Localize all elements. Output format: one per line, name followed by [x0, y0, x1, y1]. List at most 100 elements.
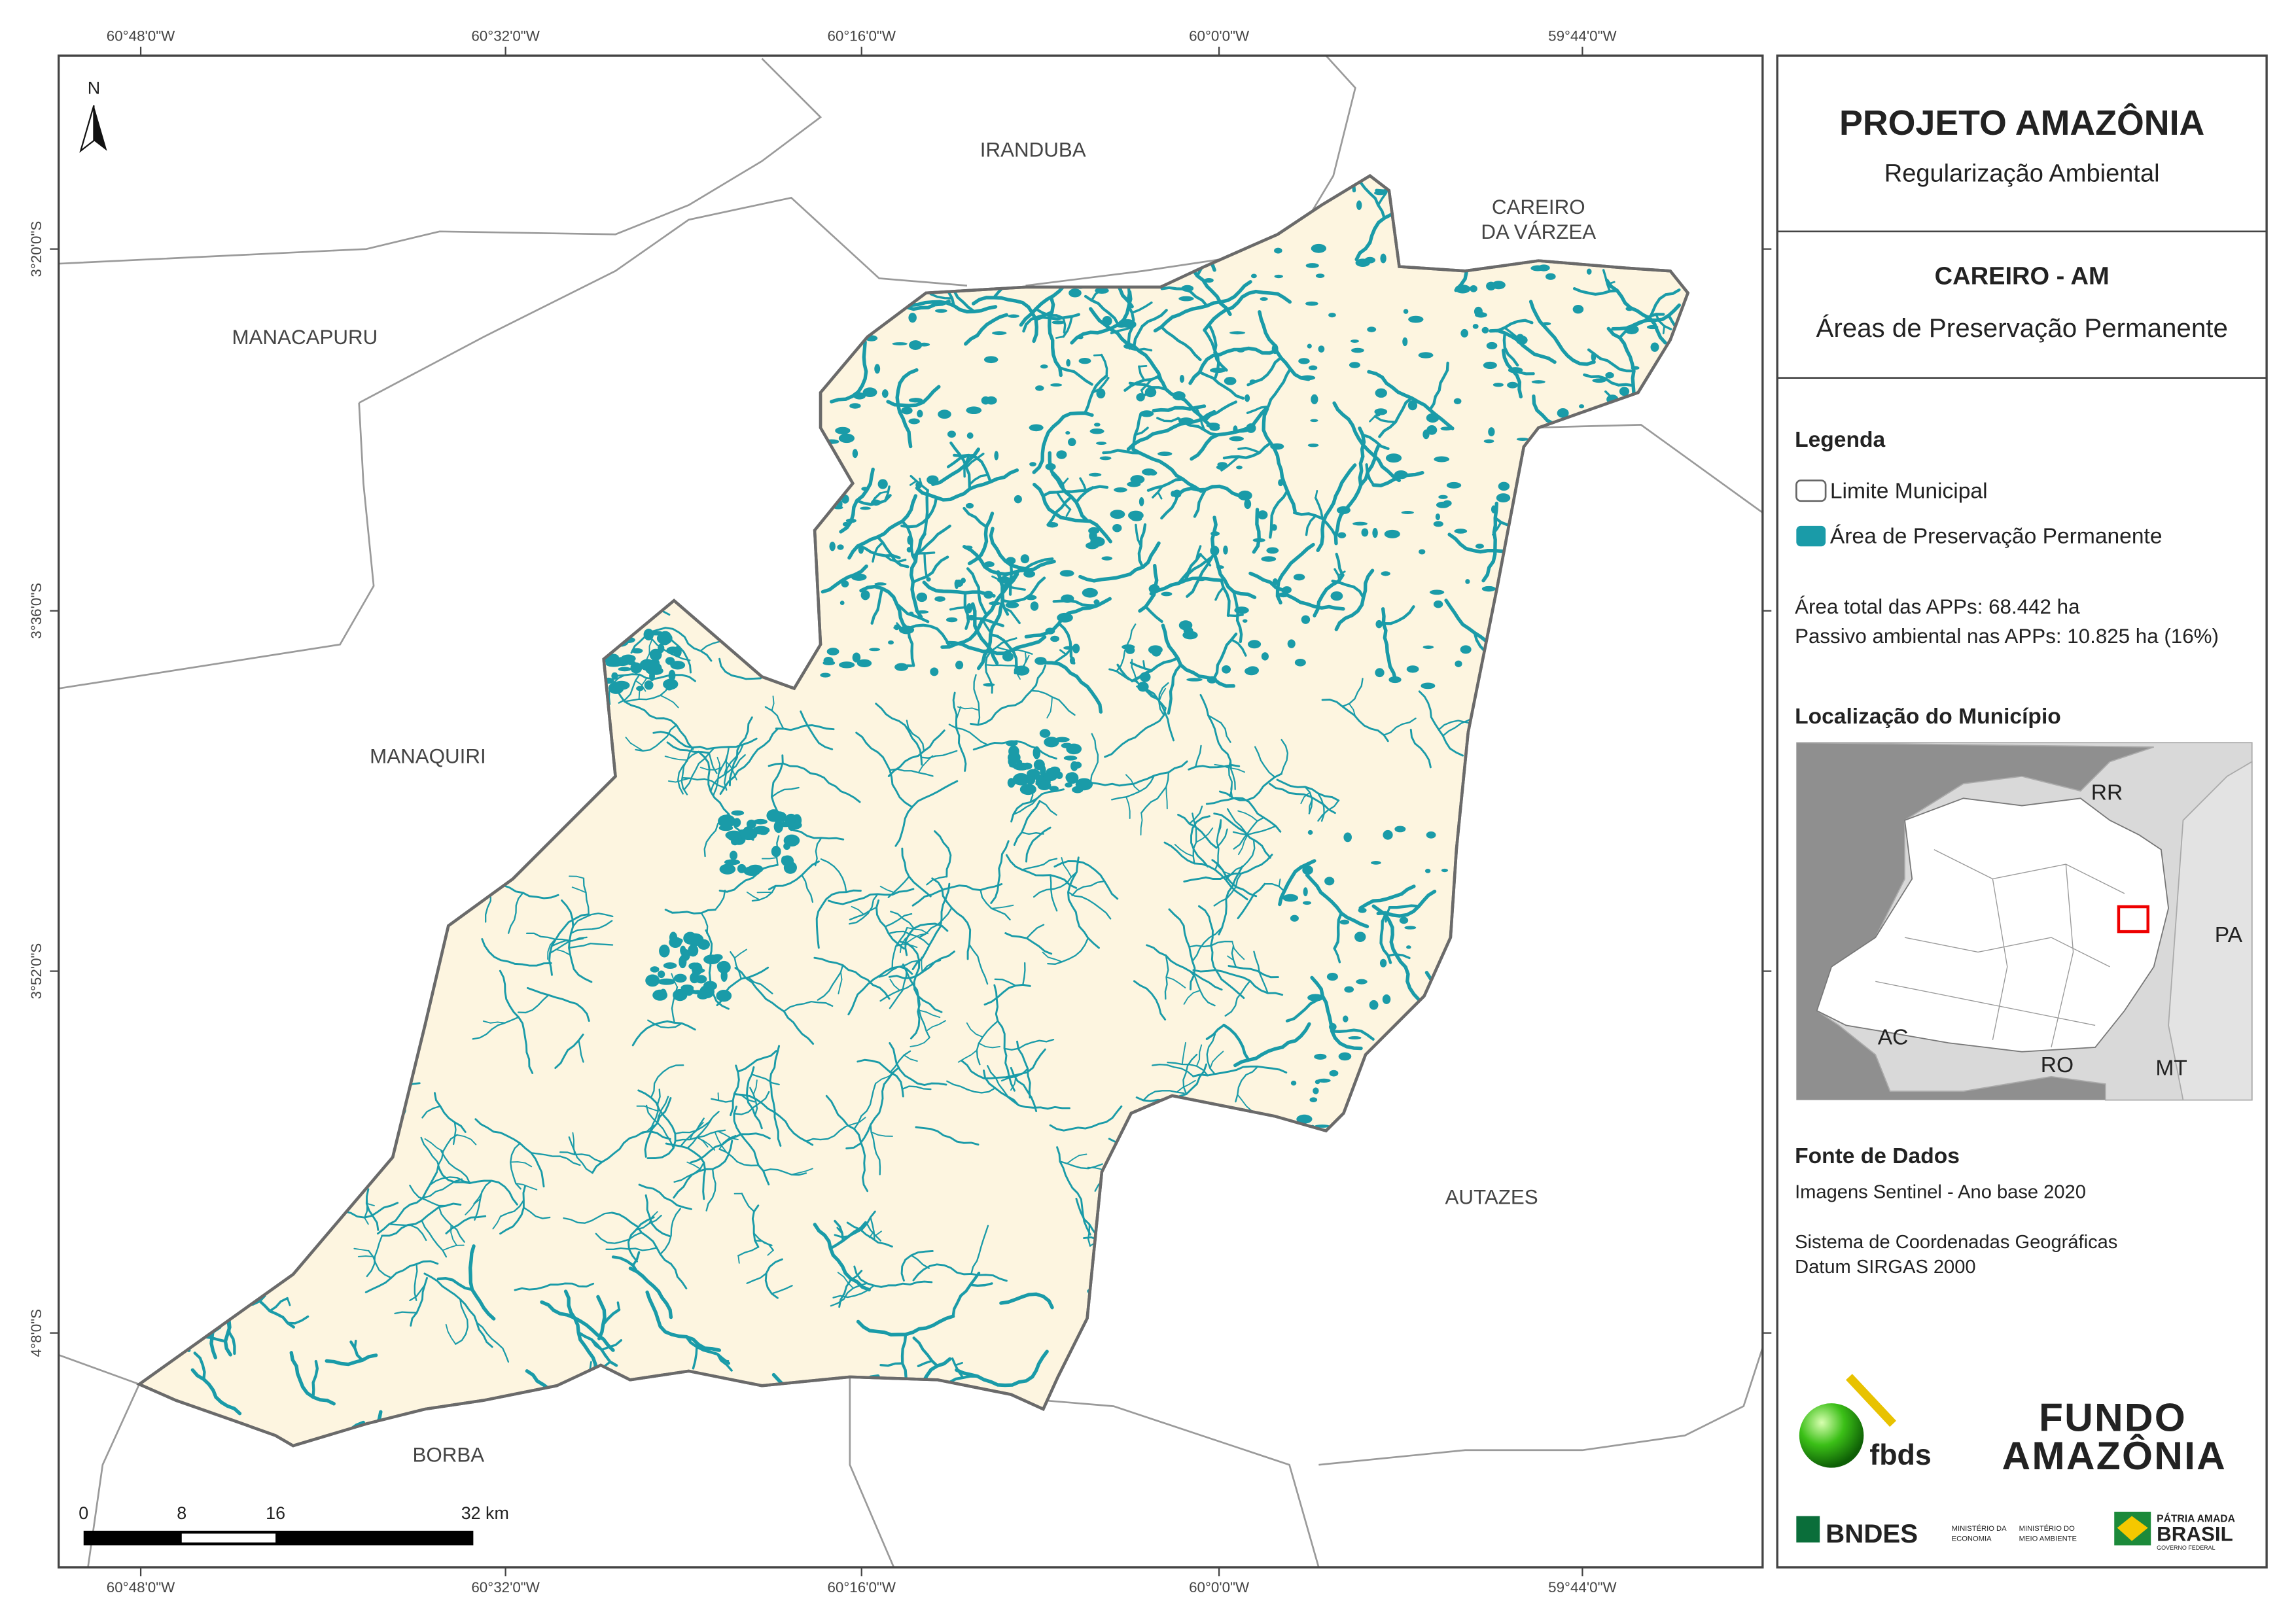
- river: [980, 889, 1011, 920]
- river: [625, 737, 644, 752]
- river: [1087, 1223, 1091, 1247]
- wetland: [1343, 832, 1352, 843]
- river: [1314, 497, 1324, 520]
- river: [1031, 689, 1076, 716]
- wetland: [784, 816, 796, 825]
- river: [718, 1148, 760, 1166]
- river: [921, 956, 923, 973]
- river: [904, 922, 949, 956]
- river: [1021, 858, 1058, 871]
- wetland: [747, 864, 764, 874]
- river: [1084, 374, 1108, 415]
- wetland: [1530, 265, 1545, 271]
- wetland: [1019, 784, 1036, 795]
- logo-text: GOVERNO FEDERAL: [2157, 1544, 2215, 1551]
- river: [1333, 911, 1343, 951]
- river: [1078, 541, 1161, 583]
- wetland: [938, 410, 951, 419]
- river: [987, 1065, 1020, 1106]
- river: [963, 454, 970, 478]
- river: [1369, 415, 1376, 423]
- river: [1214, 819, 1222, 871]
- river: [1305, 514, 1317, 536]
- river: [906, 720, 925, 752]
- river: [1062, 315, 1073, 338]
- river: [1125, 796, 1131, 819]
- wetland: [1646, 324, 1659, 330]
- river: [1131, 447, 1203, 493]
- wetland: [1072, 643, 1080, 654]
- river: [1182, 1053, 1198, 1095]
- river: [499, 969, 534, 1074]
- wetland: [1065, 430, 1070, 435]
- river: [482, 1020, 506, 1024]
- river: [1129, 661, 1153, 672]
- river: [1317, 799, 1339, 822]
- river: [912, 1336, 939, 1368]
- river: [764, 1258, 783, 1299]
- wetland: [869, 648, 881, 652]
- river: [870, 1124, 881, 1176]
- bndes-mark: [1796, 1516, 1820, 1543]
- border: [58, 1353, 141, 1567]
- wetland: [663, 678, 679, 690]
- river: [870, 1131, 893, 1137]
- wetland: [1046, 522, 1059, 528]
- river: [955, 1350, 1049, 1387]
- scale-segment: [181, 1533, 276, 1543]
- river: [638, 1183, 692, 1210]
- wetland: [1014, 665, 1030, 676]
- wetland: [1182, 631, 1198, 640]
- wetland: [618, 667, 631, 672]
- river: [1205, 1024, 1226, 1040]
- wetland: [1350, 340, 1359, 343]
- longitude-label: 60°0'0"W: [1189, 1579, 1250, 1596]
- river: [1655, 313, 1672, 330]
- wetland: [1498, 481, 1510, 491]
- river: [1065, 508, 1071, 517]
- amazonas-state: [1816, 797, 2169, 1053]
- river: [1198, 370, 1245, 400]
- wetland: [1229, 436, 1244, 442]
- wetland: [739, 828, 758, 841]
- river: [853, 1265, 933, 1288]
- wetland: [1069, 656, 1075, 665]
- latitude-label: 3°52'0"S: [28, 943, 44, 1000]
- logo-text: MINISTÉRIO DO: [2019, 1524, 2075, 1533]
- river: [570, 920, 613, 934]
- river: [1142, 660, 1146, 670]
- river: [918, 1009, 941, 1019]
- river: [866, 1223, 882, 1242]
- river: [1195, 744, 1202, 768]
- river: [1361, 433, 1390, 451]
- wetland: [985, 396, 997, 405]
- river: [1153, 280, 1252, 333]
- wetland: [1311, 394, 1318, 405]
- river: [801, 874, 814, 903]
- wetland: [1605, 372, 1614, 379]
- longitude-label: 60°48'0"W: [107, 28, 175, 44]
- wetland: [658, 970, 665, 979]
- wetland: [839, 661, 855, 669]
- river: [1222, 1023, 1250, 1062]
- inset-label: RR: [2091, 781, 2123, 805]
- river: [523, 1206, 551, 1219]
- river: [1293, 511, 1337, 538]
- wetland: [1007, 778, 1016, 788]
- river: [666, 741, 711, 754]
- wetland: [1324, 877, 1335, 886]
- border: [58, 58, 822, 265]
- river: [965, 452, 985, 469]
- river: [973, 617, 1004, 627]
- wetland: [1245, 394, 1250, 402]
- river: [751, 1204, 760, 1248]
- river: [474, 1179, 493, 1221]
- wetland: [1078, 358, 1091, 364]
- wetland: [1246, 423, 1256, 433]
- wetland: [1446, 481, 1462, 489]
- wetland: [1307, 343, 1312, 349]
- river: [1134, 427, 1149, 436]
- river: [394, 1311, 418, 1315]
- wetland: [1123, 343, 1134, 349]
- wetland: [955, 660, 964, 670]
